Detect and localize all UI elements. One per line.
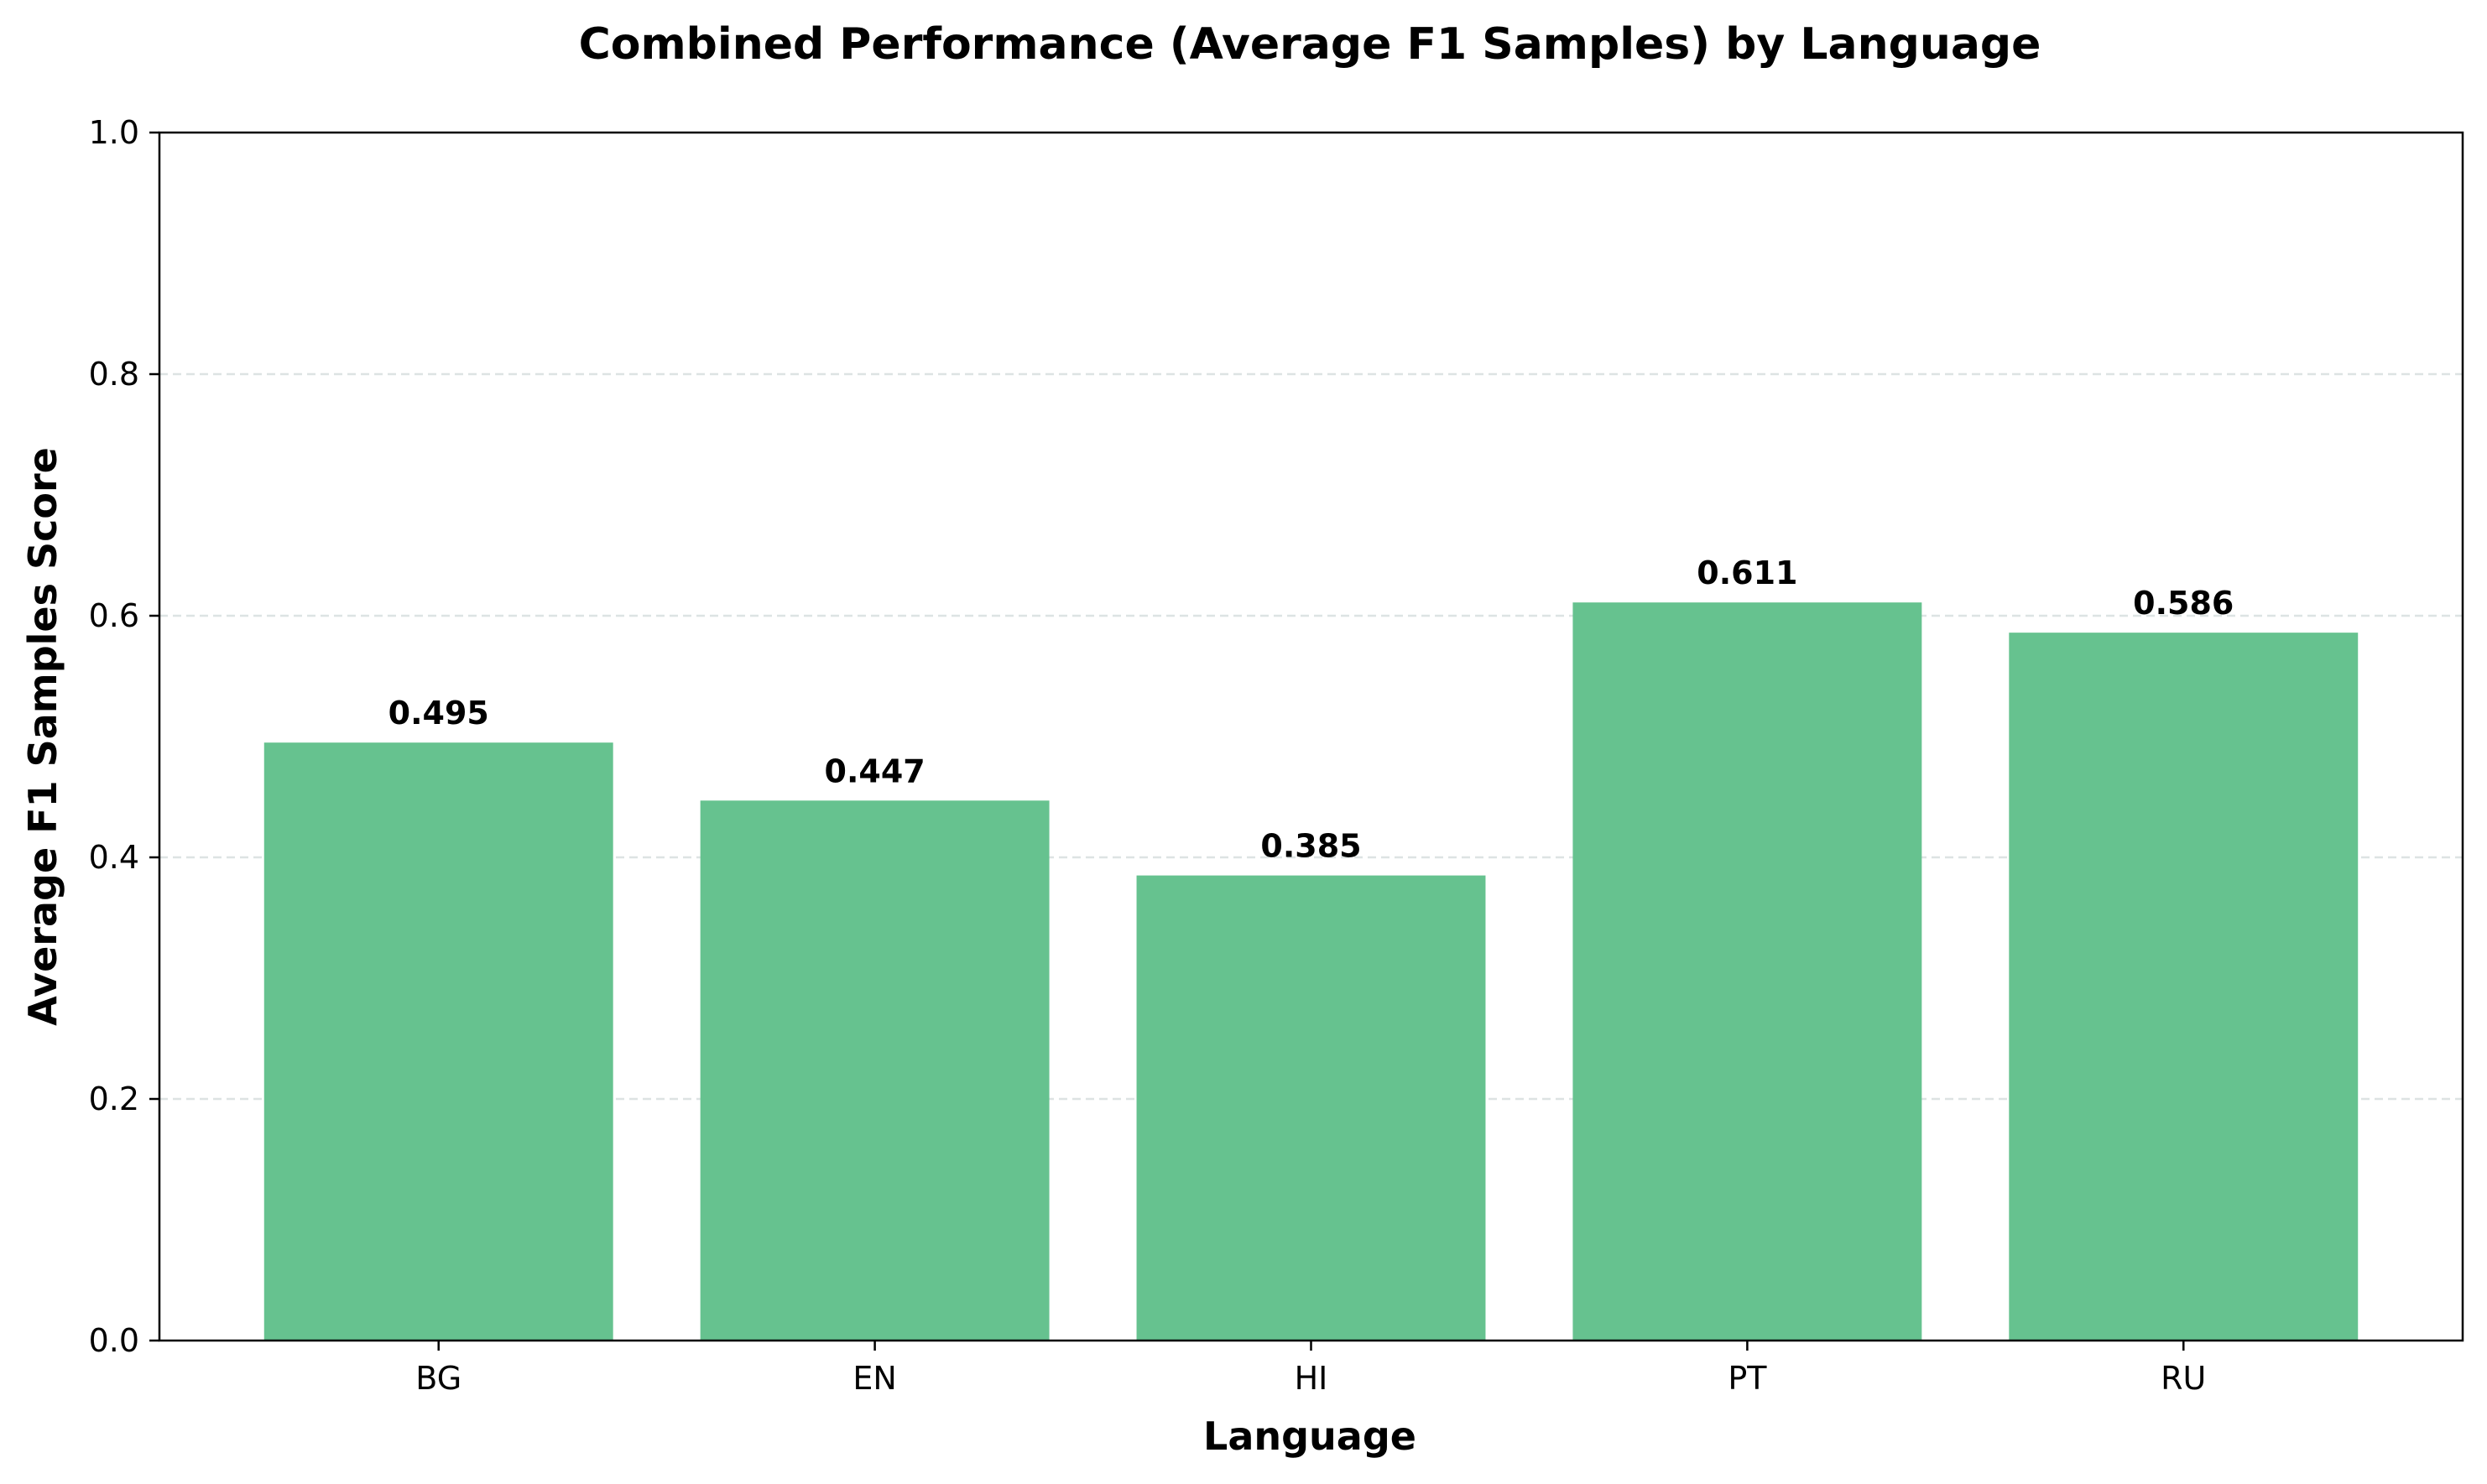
value-label-ru: 0.586 — [2133, 585, 2234, 622]
bars — [263, 602, 2359, 1341]
plot-frame — [158, 131, 2464, 1342]
y-tick-label: 0.6 — [89, 597, 139, 634]
value-labels: 0.495 0.447 0.385 0.611 0.586 — [388, 555, 2234, 864]
chart-title: Combined Performance (Average F1 Samples… — [579, 19, 2041, 70]
y-tick-label: 0.0 — [89, 1322, 139, 1359]
value-label-pt: 0.611 — [1697, 555, 1797, 591]
value-label-hi: 0.385 — [1260, 828, 1361, 865]
y-tick-label: 0.2 — [89, 1080, 139, 1117]
x-tick-label-pt: PT — [1728, 1360, 1767, 1397]
value-label-bg: 0.495 — [388, 695, 489, 732]
bar-ru — [2009, 633, 2359, 1341]
x-tick-label-en: EN — [852, 1360, 896, 1397]
x-tick-label-bg: BG — [415, 1360, 461, 1397]
x-axis-label: Language — [1203, 1414, 1416, 1459]
bar-hi — [1136, 875, 1486, 1341]
bar-en — [700, 800, 1050, 1341]
bar-bg — [263, 742, 613, 1341]
x-tick-label-ru: RU — [2161, 1360, 2206, 1397]
x-tick-label-hi: HI — [1295, 1360, 1328, 1397]
y-tick-label: 1.0 — [89, 114, 139, 151]
value-label-en: 0.447 — [825, 752, 925, 789]
y-tick-label: 0.8 — [89, 356, 139, 393]
axes: BG EN HI PT RU 0.0 0.2 0.4 0.6 0.8 1.0 — [89, 114, 2464, 1397]
y-axis-label: Average F1 Samples Score — [20, 447, 65, 1026]
bar-pt — [1572, 602, 1922, 1341]
y-tick-label: 0.4 — [89, 839, 139, 876]
